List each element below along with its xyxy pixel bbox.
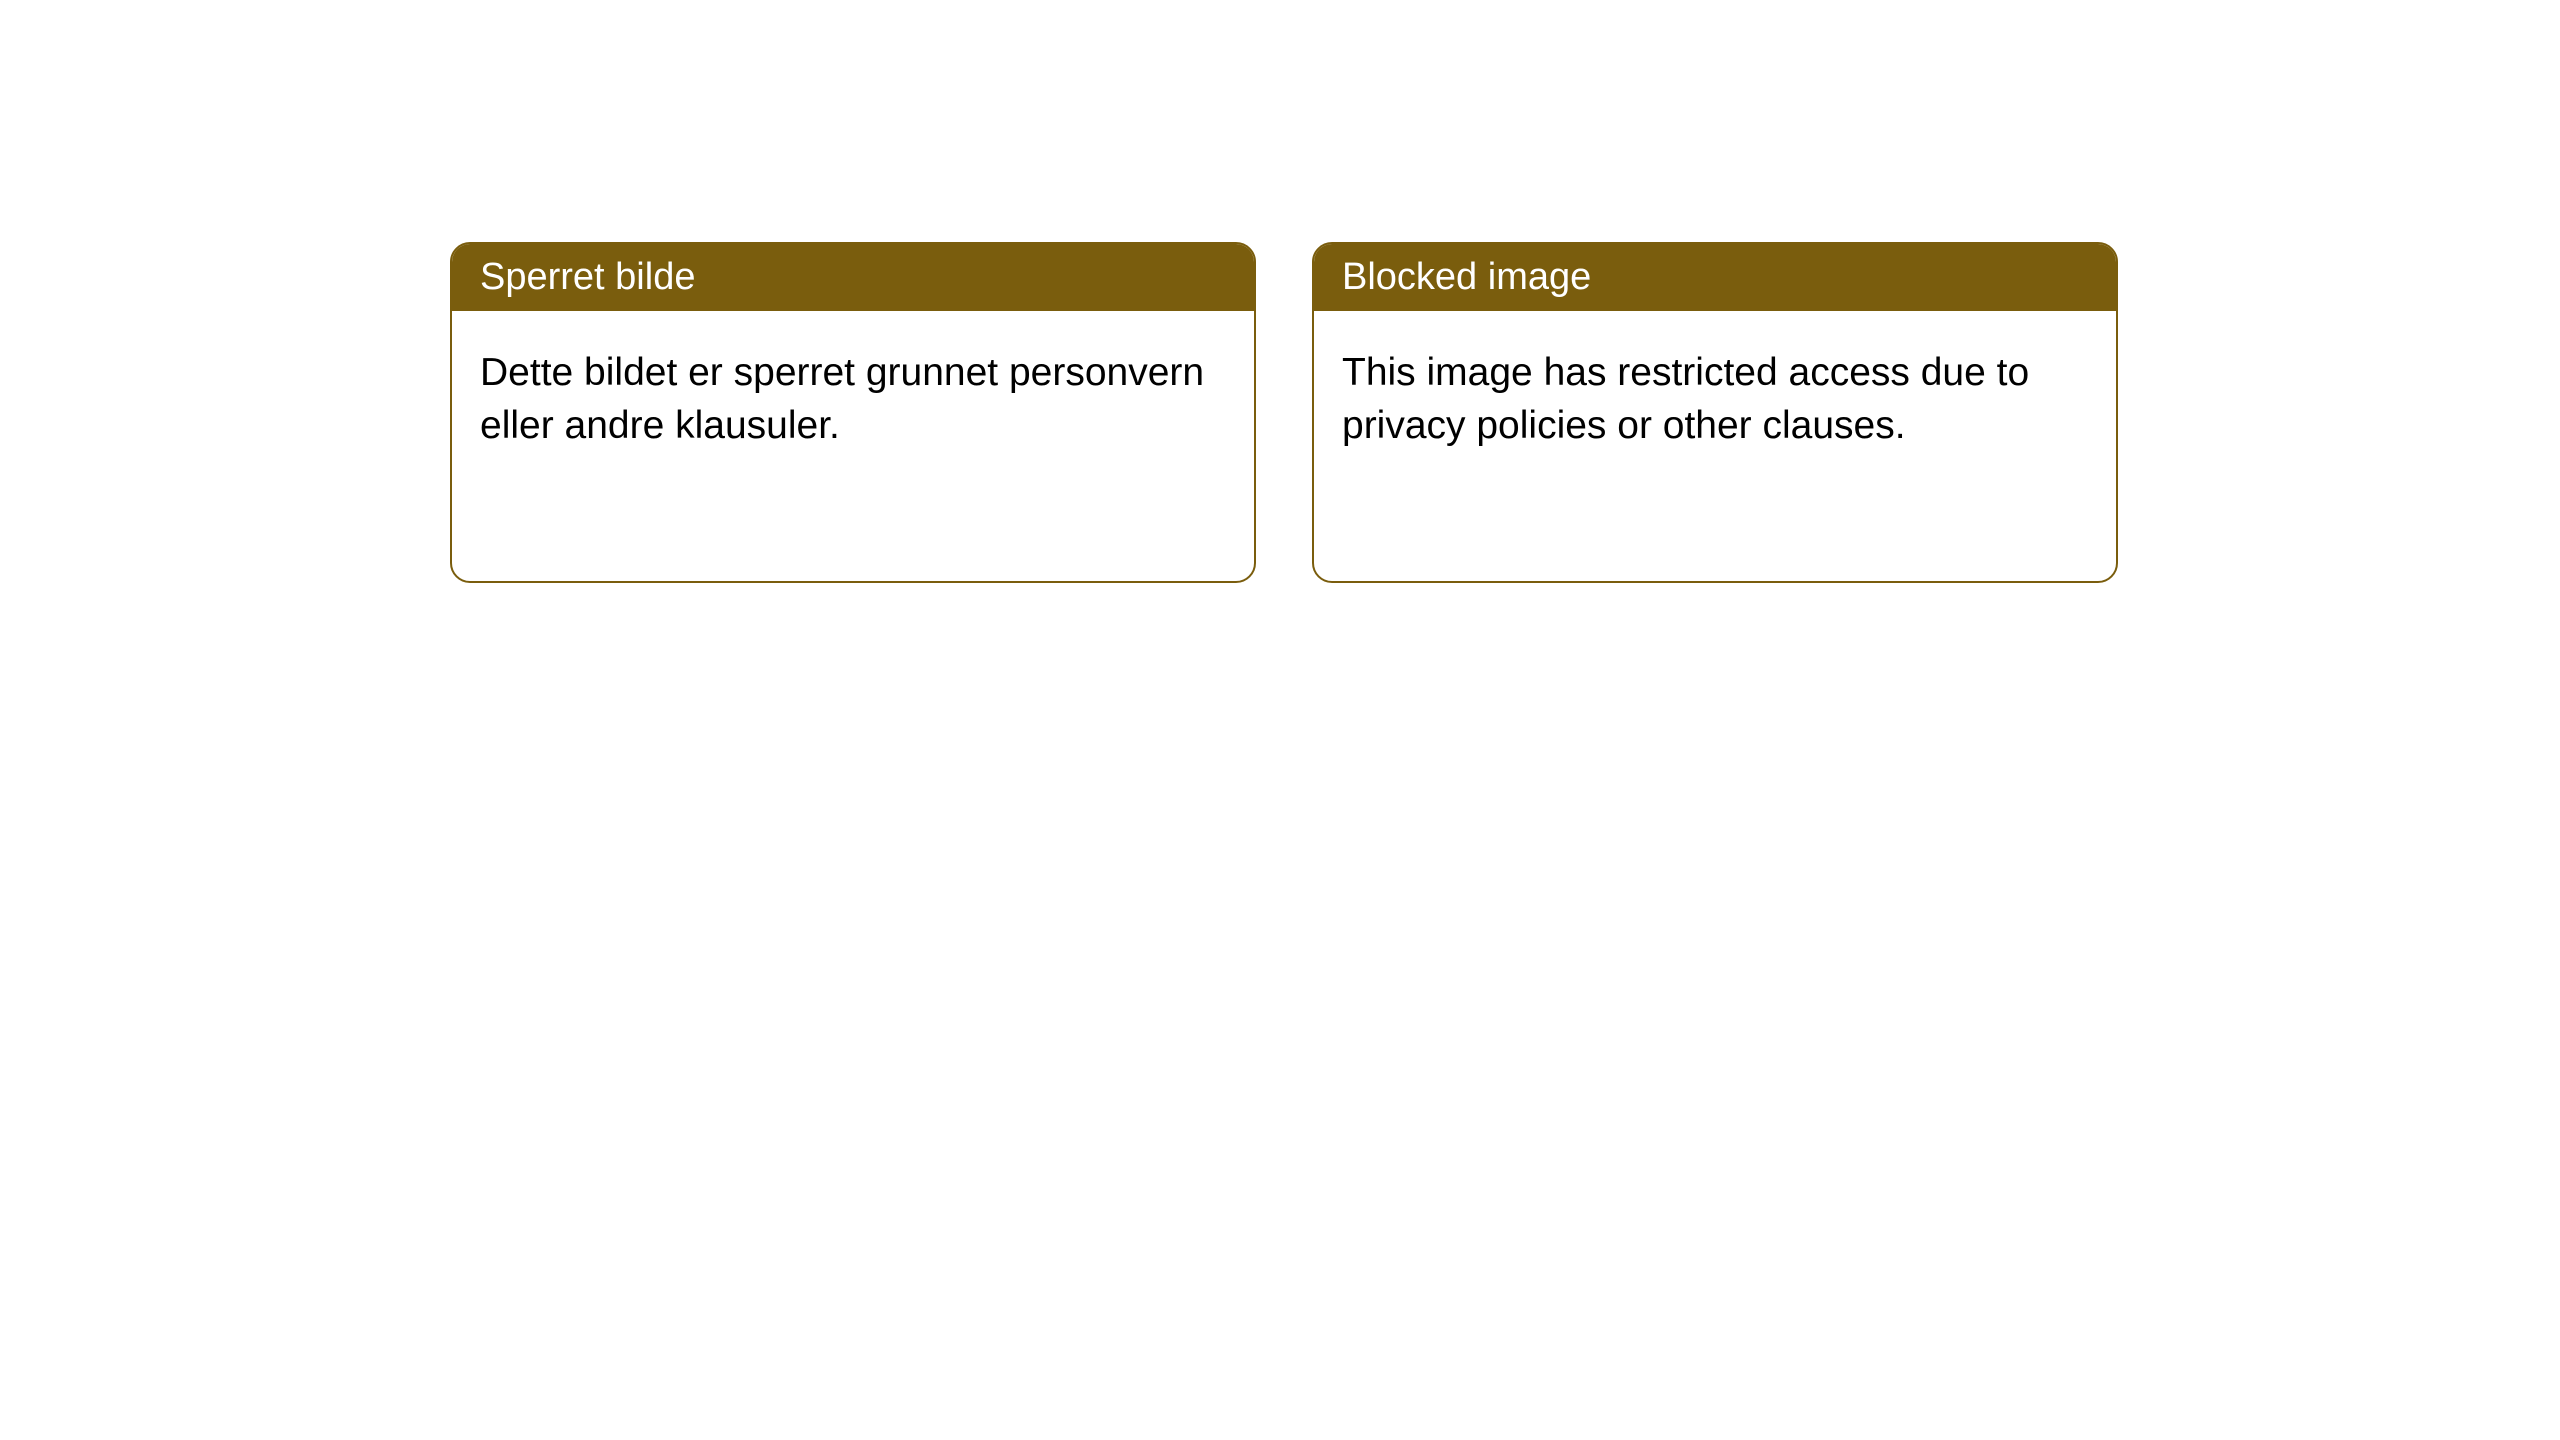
notice-card-norwegian: Sperret bilde Dette bildet er sperret gr…	[450, 242, 1256, 583]
notice-header-text: Sperret bilde	[480, 256, 695, 298]
notice-container: Sperret bilde Dette bildet er sperret gr…	[450, 242, 2118, 583]
notice-body-text: This image has restricted access due to …	[1342, 351, 2029, 447]
notice-body: This image has restricted access due to …	[1314, 311, 2116, 581]
notice-header: Sperret bilde	[452, 244, 1254, 311]
notice-body-text: Dette bildet er sperret grunnet personve…	[480, 351, 1204, 447]
notice-body: Dette bildet er sperret grunnet personve…	[452, 311, 1254, 581]
notice-card-english: Blocked image This image has restricted …	[1312, 242, 2118, 583]
notice-header: Blocked image	[1314, 244, 2116, 311]
notice-header-text: Blocked image	[1342, 256, 1591, 298]
